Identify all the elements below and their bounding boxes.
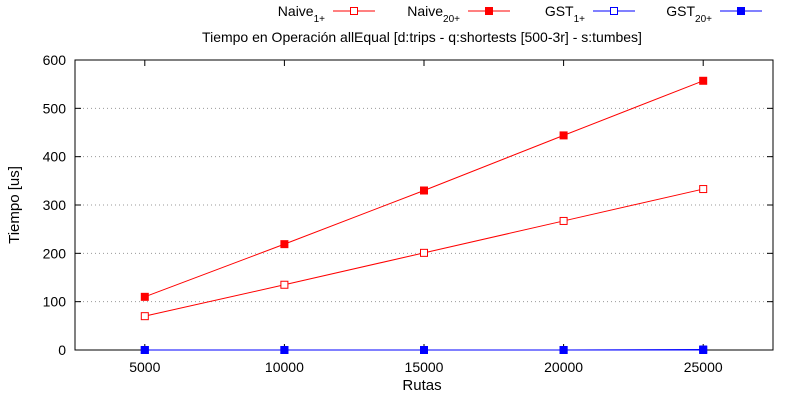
legend-item: Naive1+	[278, 3, 375, 25]
chart-title: Tiempo en Operación allEqual [d:trips - …	[202, 29, 642, 45]
series-naive-1plus	[140, 185, 708, 321]
x-tick-label: 25000	[684, 359, 723, 375]
x-tick-label: 10000	[265, 359, 304, 375]
data-point	[280, 280, 289, 289]
legend-label-base: GST	[545, 3, 574, 19]
series-gst-20plus	[140, 345, 708, 354]
y-tick-label: 600	[43, 52, 67, 68]
legend-label-base: Naive	[278, 3, 314, 19]
y-tick-label: 500	[43, 100, 67, 116]
legend-marker	[610, 7, 618, 15]
legend-label: GST1+	[545, 3, 585, 25]
axes: 0 100 200 300 400 500 600 5000 10000 15000 20000 25…	[43, 52, 773, 375]
y-tick-label: 300	[43, 197, 67, 213]
legend: Naive1+ Naive20+ GST1+ GST20+	[278, 3, 762, 25]
data-point	[420, 186, 428, 195]
series-naive-20plus	[140, 76, 708, 301]
legend-label-base: Naive	[407, 3, 443, 19]
data-point	[420, 346, 428, 354]
data-point	[559, 131, 568, 140]
legend-marker	[485, 7, 493, 15]
series-group	[140, 76, 708, 354]
legend-item: GST20+	[666, 3, 762, 25]
data-point	[140, 312, 149, 321]
y-axis-title: Tiempo [us]	[6, 166, 23, 244]
data-point	[140, 292, 149, 301]
data-point	[559, 346, 568, 354]
data-point	[699, 185, 708, 194]
x-tick-label: 20000	[544, 359, 583, 375]
legend-label: Naive1+	[278, 3, 325, 25]
y-tick-label: 0	[58, 342, 66, 358]
legend-label-sub: 1+	[314, 14, 326, 25]
y-tick-label: 400	[43, 149, 67, 165]
x-axis-title: Rutas	[402, 377, 441, 394]
data-point	[420, 248, 428, 257]
x-tick-label: 15000	[405, 359, 444, 375]
legend-label-sub: 20+	[695, 14, 712, 25]
legend-label: GST20+	[666, 3, 712, 25]
legend-label: Naive20+	[407, 3, 460, 25]
legend-marker	[737, 7, 745, 15]
legend-label-sub: 20+	[443, 14, 460, 25]
data-point	[280, 346, 289, 354]
data-point	[699, 76, 708, 85]
y-tick-label: 200	[43, 245, 67, 261]
data-point	[559, 216, 568, 225]
legend-item: Naive20+	[407, 3, 510, 25]
grid	[75, 107, 773, 303]
legend-marker	[350, 7, 358, 15]
legend-label-base: GST	[666, 3, 695, 19]
data-point	[280, 240, 289, 249]
data-point	[699, 345, 708, 354]
data-point	[140, 346, 149, 354]
y-tick-label: 100	[43, 294, 67, 310]
legend-label-sub: 1+	[574, 14, 586, 25]
legend-item: GST1+	[545, 3, 635, 25]
x-tick-label: 5000	[129, 359, 160, 375]
